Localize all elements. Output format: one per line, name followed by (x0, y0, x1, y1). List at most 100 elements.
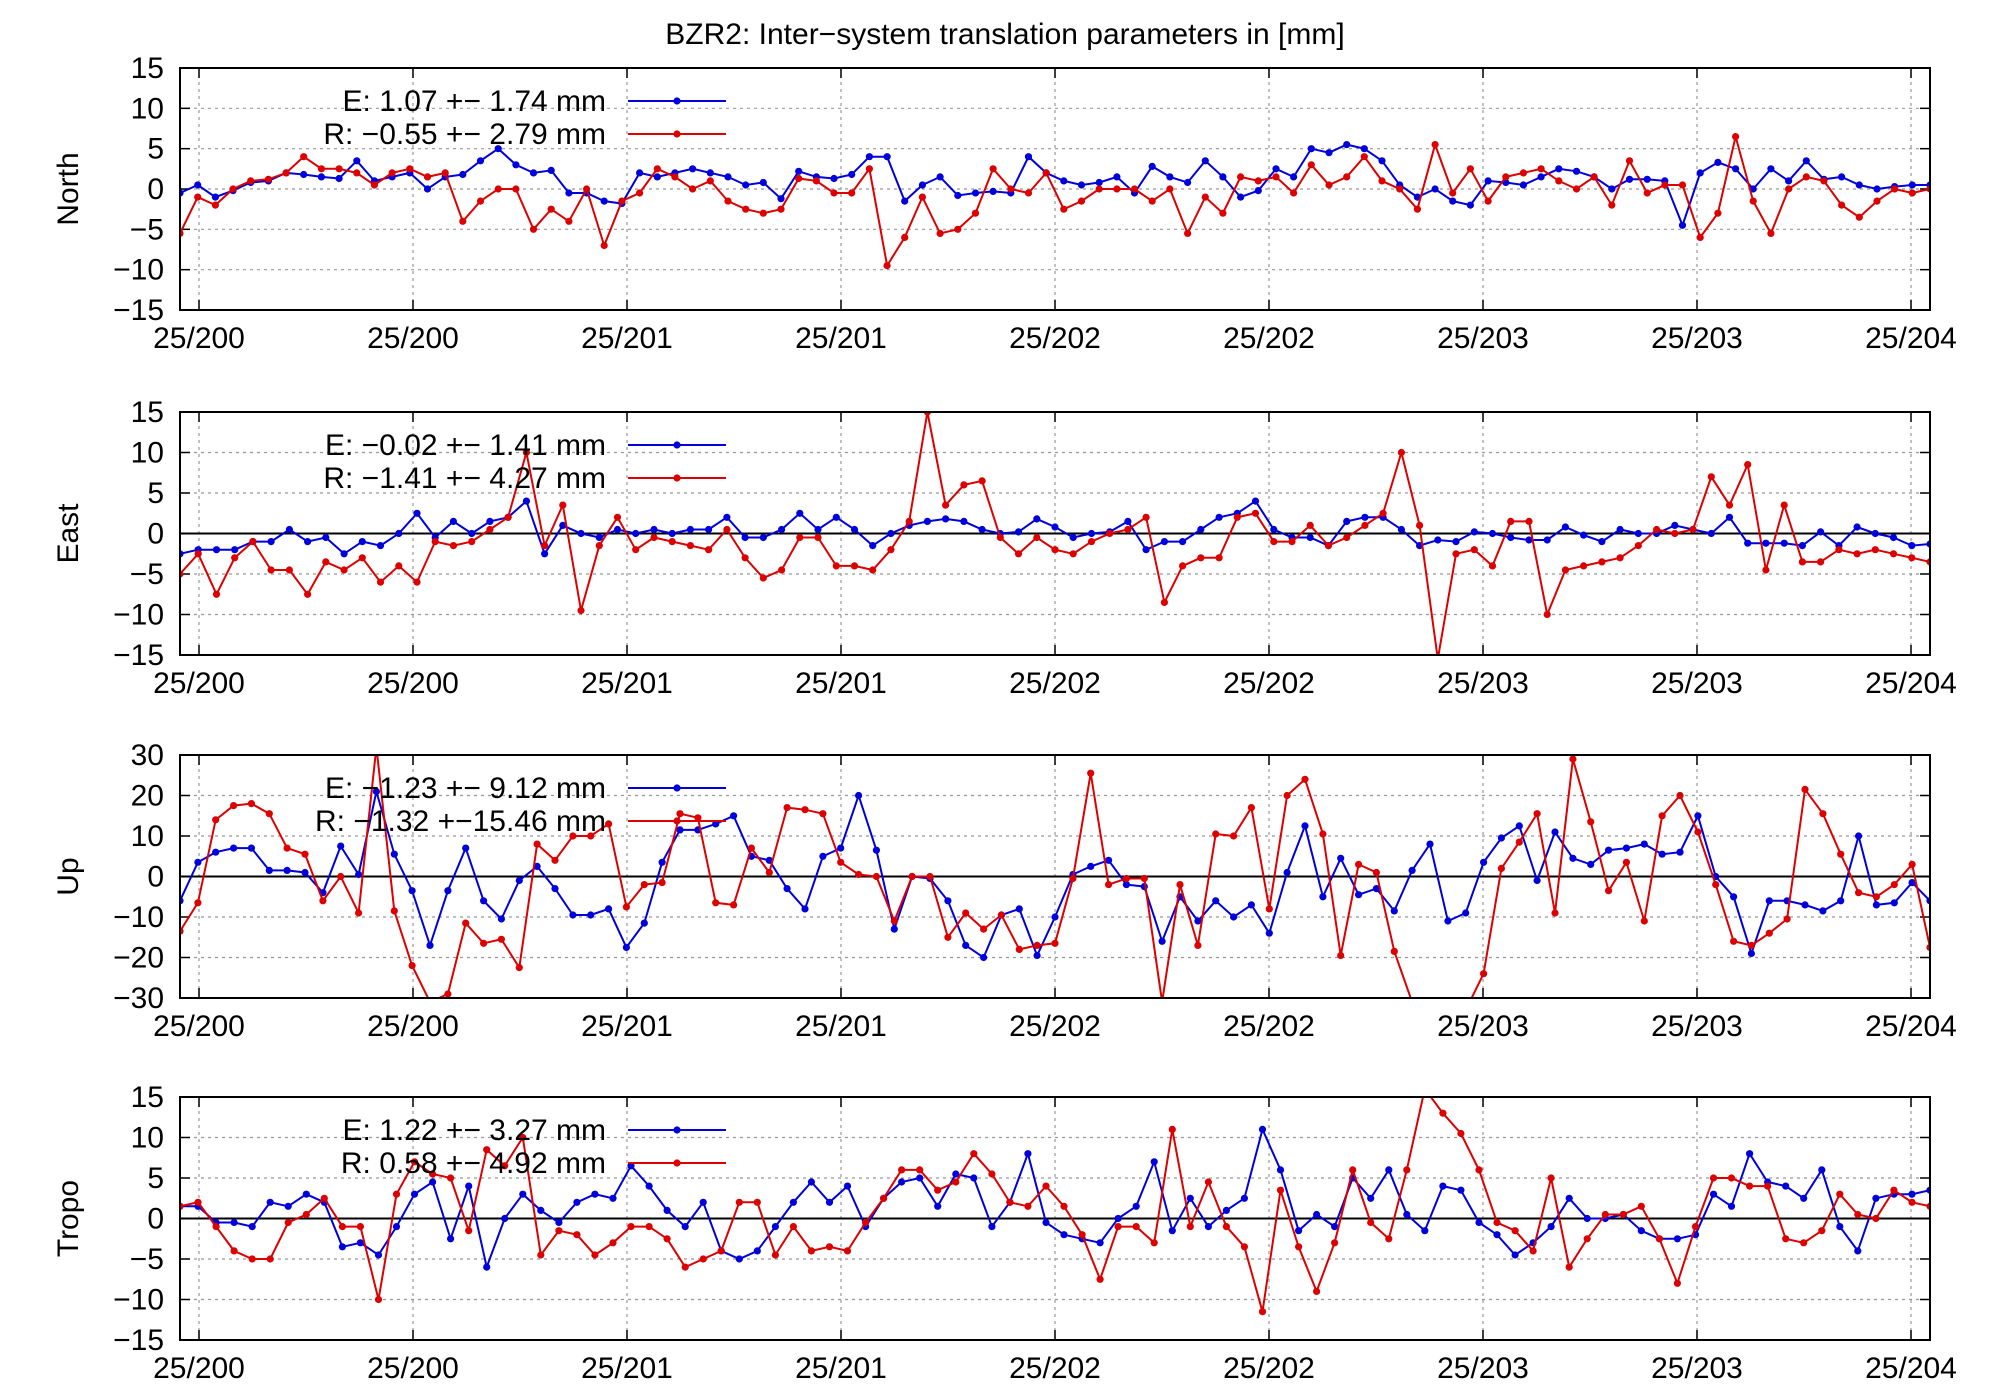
data-point-R (194, 899, 202, 907)
data-point-E (837, 844, 845, 852)
data-point-R (337, 872, 345, 881)
data-point-E (1313, 1210, 1321, 1219)
data-point-E (1361, 513, 1369, 521)
data-point-E (1819, 907, 1827, 915)
data-point-R (645, 1223, 653, 1231)
data-point-E (890, 925, 898, 933)
data-point-R (1908, 189, 1916, 197)
data-point-E (1572, 167, 1581, 175)
data-point-E (632, 529, 640, 538)
data-point-R (370, 181, 378, 189)
data-point-R (1764, 1182, 1772, 1190)
data-point-R (936, 229, 944, 237)
data-point-E (337, 842, 345, 850)
data-point-E (1033, 515, 1041, 523)
data-point-R (1194, 941, 1202, 950)
data-point-E (1124, 517, 1132, 526)
data-point-E (1678, 221, 1687, 229)
data-point-R (880, 1194, 888, 1202)
data-point-E (1625, 175, 1634, 183)
data-point-E (814, 525, 822, 534)
x-tick-label: 25/201 (581, 1010, 673, 1043)
data-point-E (783, 885, 791, 893)
data-point-R (1746, 1182, 1754, 1190)
data-point-R (1855, 889, 1863, 897)
chart-title: BZR2: Inter−system translation parameter… (665, 18, 1344, 51)
data-point-E (1838, 173, 1846, 181)
legend-label-E: E: 1.22 +− 3.27 mm (343, 1114, 606, 1147)
legend-label-R: R: −0.55 +− 2.79 mm (323, 118, 606, 151)
data-point-R (1230, 832, 1238, 840)
data-point-E (1565, 1194, 1573, 1202)
data-point-R (1707, 473, 1715, 481)
data-point-E (1730, 893, 1738, 901)
y-tick-label: −30 (113, 982, 164, 1015)
data-point-R (796, 533, 804, 542)
data-point-R (843, 1247, 852, 1255)
legend-marker-R (673, 1159, 681, 1167)
y-tick-label: 15 (131, 52, 164, 85)
data-point-R (1197, 554, 1205, 562)
data-point-R (694, 814, 702, 822)
data-point-R (230, 1247, 238, 1255)
data-point-E (551, 885, 559, 893)
data-point-R (476, 197, 485, 205)
data-point-E (338, 1243, 346, 1251)
data-point-R (765, 868, 773, 877)
data-point-E (1319, 893, 1327, 901)
data-point-E (699, 1198, 707, 1206)
data-point-E (1219, 173, 1227, 181)
data-point-E (706, 169, 714, 177)
data-point-R (1572, 185, 1581, 193)
data-point-R (1798, 558, 1806, 566)
y-tick-label: −20 (113, 942, 164, 975)
data-point-R (340, 566, 348, 574)
series-E (180, 1125, 1930, 1271)
data-point-R (1077, 197, 1086, 205)
data-point-E (759, 533, 767, 542)
data-point-E (1247, 901, 1255, 909)
data-point-R (565, 217, 573, 225)
data-point-R (650, 533, 658, 542)
plot-frame (179, 67, 1931, 311)
data-point-E (302, 1190, 310, 1198)
data-point-E (819, 852, 827, 860)
data-point-R (1908, 860, 1916, 869)
y-tick-label: −5 (130, 1243, 164, 1276)
data-point-R (1396, 185, 1404, 193)
data-point-R (1051, 546, 1059, 554)
data-point-R (249, 538, 257, 546)
data-point-R (883, 262, 891, 270)
data-point-E (1355, 891, 1363, 899)
data-point-E (501, 1214, 509, 1223)
data-point-E (1290, 173, 1298, 181)
data-point-R (668, 538, 676, 546)
data-point-E (1096, 1239, 1104, 1247)
data-point-E (1421, 1227, 1429, 1235)
data-point-R (706, 177, 714, 185)
data-point-R (926, 872, 934, 881)
data-point-E (600, 197, 608, 205)
data-point-E (872, 846, 881, 854)
data-point-E (1113, 173, 1121, 181)
data-point-R (1015, 945, 1023, 954)
data-point-R (465, 1227, 473, 1235)
data-point-E (1537, 173, 1545, 181)
data-point-R (1694, 828, 1702, 836)
x-tick-label: 25/201 (581, 1352, 673, 1385)
data-point-E (1908, 181, 1916, 189)
data-point-R (1295, 1243, 1303, 1251)
data-point-R (1105, 881, 1113, 889)
data-point-E (1873, 185, 1881, 193)
data-point-R (832, 562, 840, 570)
data-point-E (1343, 141, 1351, 149)
data-point-E (942, 515, 950, 523)
data-point-R (1873, 197, 1881, 205)
data-point-R (640, 881, 648, 889)
data-point-R (962, 909, 970, 917)
data-point-R (1580, 562, 1588, 570)
data-point-E (980, 953, 988, 962)
data-point-R (1732, 133, 1740, 141)
data-point-E (1114, 1214, 1122, 1223)
data-point-E (730, 812, 738, 820)
